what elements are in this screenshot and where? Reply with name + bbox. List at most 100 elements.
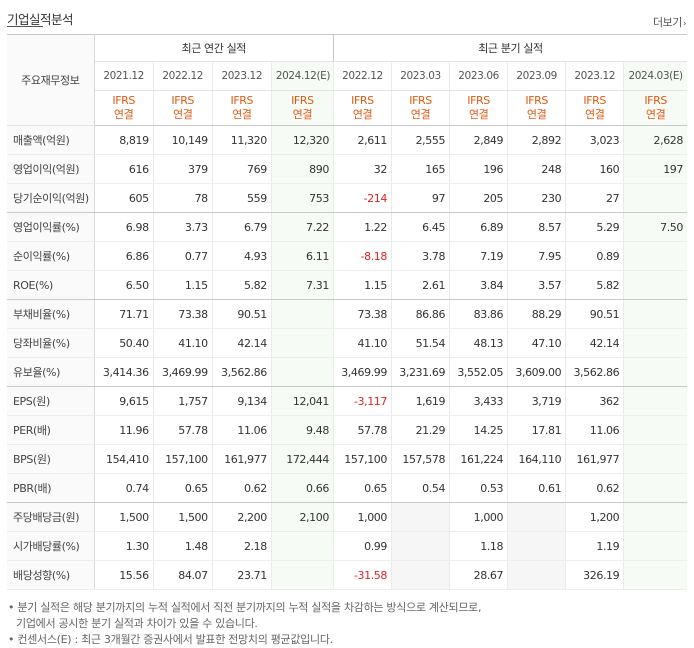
table-cell [271,531,334,561]
table-cell: -3,117 [332,386,393,416]
row-label: EPS(원) [7,386,95,416]
table-cell: 164,110 [507,444,567,474]
table-cell: 1,000 [332,502,393,532]
table-cell: 2,611 [332,125,393,155]
table-cell: 1.22 [332,212,393,242]
table-cell: 47.10 [507,328,567,358]
row-label: PER(배) [7,415,95,445]
table-cell: 0.99 [332,531,393,561]
table-cell: 3,414.36 [94,357,154,387]
table-cell: 14.25 [449,415,509,445]
annual-group-header: 최근 연간 실적 [94,34,334,62]
table-cell [623,299,687,329]
ifrs-label: IFRS [583,94,607,107]
table-cell [623,241,687,271]
table-cell: 2,200 [212,502,272,532]
table-cell [623,328,687,358]
consolidated-label: 연결 [526,108,547,121]
table-cell: 1,200 [565,502,625,532]
table-cell: 11.06 [565,415,625,445]
table-cell: 84.07 [153,560,213,590]
table-cell: 5.29 [565,212,625,242]
table-row: 영업이익률(%) 6.98 3.73 6.79 7.22 1.22 6.45 6.89 8.57… [7,212,687,242]
table-cell: 326.19 [565,560,625,590]
table-cell: 9,134 [212,386,272,416]
table-cell: 41.10 [153,328,213,358]
footnotes: • 분기 실적은 해당 분기까지의 누적 실적에서 직전 분기까지의 누적 실적… [8,600,482,648]
period-header: 2022.12 [153,61,213,91]
table-cell: -214 [332,183,393,213]
table-cell: 3,023 [565,125,625,155]
ifrs-header: IFRS 연결 [565,90,625,126]
table-cell: 6.50 [94,270,154,300]
consolidated-label: 연결 [352,108,373,121]
table-cell: 1,500 [94,502,154,532]
consolidated-label: 연결 [468,108,489,121]
table-cell: 15.56 [94,560,154,590]
consolidated-label: 연결 [584,108,605,121]
consolidated-label: 연결 [232,108,252,121]
table-cell: 3.57 [507,270,567,300]
ifrs-label: IFRS [644,94,667,107]
table-cell: 6.86 [94,241,154,271]
table-cell [623,502,687,532]
ifrs-label: IFRS [230,94,254,107]
table-cell: -31.58 [332,560,393,590]
table-cell: 2,892 [507,125,567,155]
table-cell: 890 [271,154,334,184]
section-title: 기업실적분석 [7,12,74,27]
ifrs-label: IFRS [171,94,195,107]
table-cell: 165 [391,154,451,184]
table-cell: 5.82 [212,270,272,300]
table-cell: 197 [623,154,687,184]
table-cell: 9.48 [271,415,334,445]
table-cell [507,560,567,590]
table-cell: 21.29 [391,415,451,445]
table-cell: 12,320 [271,125,334,155]
table-cell: 769 [212,154,272,184]
ifrs-label: IFRS [409,94,432,107]
consolidated-label: 연결 [410,108,431,121]
table-row: 순이익률(%) 6.86 0.77 4.93 6.11 -8.18 3.78 7.19 7.95… [7,241,687,271]
row-label: 매출액(억원) [7,125,95,155]
row-label: ROE(%) [7,270,95,300]
table-cell: 7.95 [507,241,567,271]
table-cell: 4.93 [212,241,272,271]
table-cell [623,444,687,474]
table-cell [623,415,687,445]
table-cell: 57.78 [153,415,213,445]
table-cell: 157,100 [332,444,393,474]
ifrs-label: IFRS [291,94,314,107]
table-cell: 1,619 [391,386,451,416]
table-cell: 1.48 [153,531,213,561]
ifrs-label: IFRS [525,94,548,107]
table-cell: 3,719 [507,386,567,416]
table-cell: 2.61 [391,270,451,300]
table-row: 배당성향(%) 15.56 84.07 23.71 -31.58 28.67 326.19 [7,560,687,590]
period-header: 2021.12 [94,61,154,91]
table-cell: 1.19 [565,531,625,561]
more-link[interactable]: 더보기› [653,14,687,30]
table-cell: 86.86 [391,299,451,329]
table-cell: 1,500 [153,502,213,532]
table-cell: 3,469.99 [153,357,213,387]
table-cell [391,502,451,532]
table-cell: 0.62 [565,473,625,503]
ifrs-header: IFRS 연결 [332,90,393,126]
row-label: 유보율(%) [7,357,95,387]
ifrs-label: IFRS [112,94,135,107]
table-cell: 12,041 [271,386,334,416]
ifrs-label: IFRS [351,94,374,107]
period-header: 2022.12 [332,61,393,91]
table-row: 매출액(억원) 8,819 10,149 11,320 12,320 2,611 2,555… [7,125,687,155]
table-cell [623,357,687,387]
row-label: PBR(배) [7,473,95,503]
consolidated-label: 연결 [113,108,134,121]
table-cell [623,560,687,590]
table-cell: 6.98 [94,212,154,242]
table-cell [623,531,687,561]
table-cell: 32 [332,154,393,184]
table-cell [271,328,334,358]
table-cell: 362 [565,386,625,416]
period-header: 2024.03(E) [623,61,687,91]
